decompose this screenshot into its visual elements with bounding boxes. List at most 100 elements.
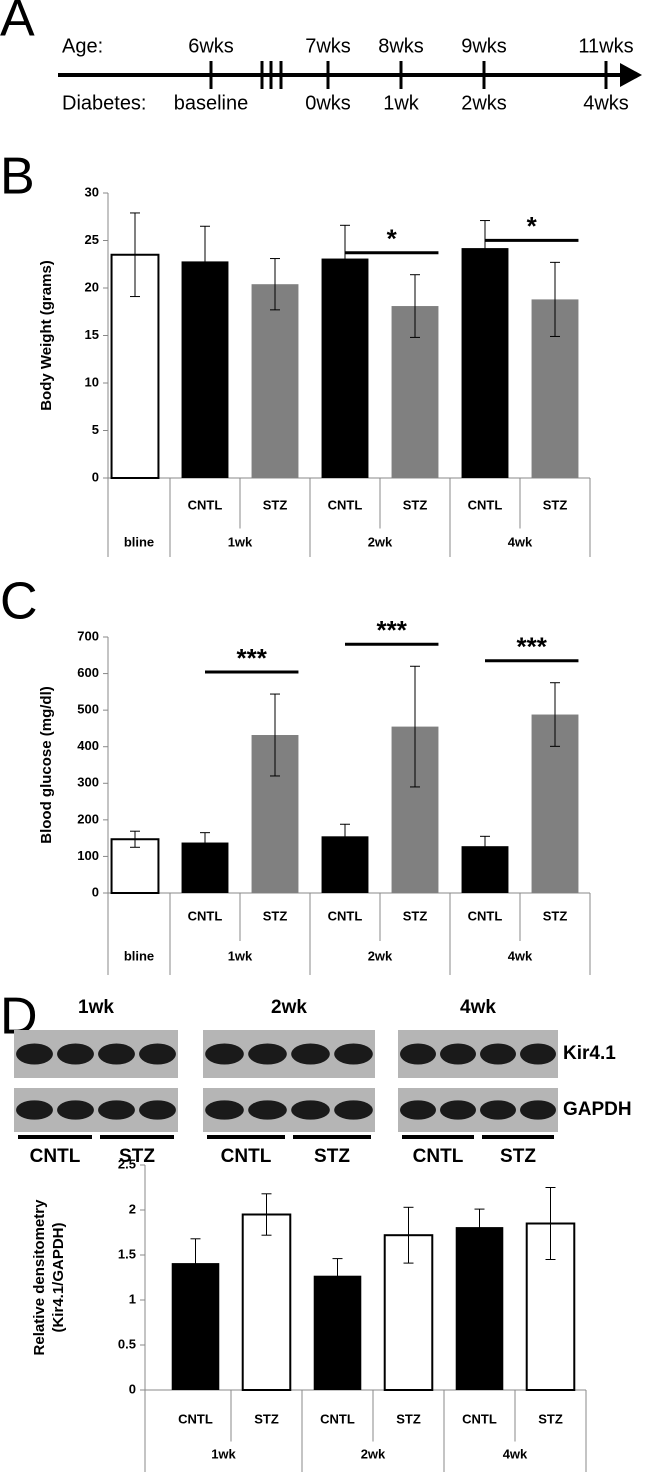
- blot-band: [139, 1043, 176, 1065]
- blot-header: 4wk: [460, 997, 496, 1018]
- blot-band: [16, 1043, 53, 1065]
- y-tick-label: 2.5: [118, 1156, 136, 1171]
- x-tick-label: CNTL: [468, 497, 503, 512]
- x-tick-label: STZ: [254, 1411, 279, 1426]
- y-tick-label: 0.5: [118, 1336, 136, 1351]
- y-axis-title: (Kir4.1/GAPDH): [50, 1222, 67, 1332]
- y-tick-label: 15: [85, 327, 99, 342]
- blot-band: [291, 1043, 330, 1065]
- blot-band: [248, 1043, 287, 1065]
- x-tick-label: STZ: [538, 1411, 563, 1426]
- age-value: 8wks: [378, 35, 424, 57]
- blot-band: [440, 1100, 476, 1120]
- x-tick-label: STZ: [543, 497, 568, 512]
- y-tick-label: 0: [92, 884, 99, 899]
- y-tick-label: 10: [85, 374, 99, 389]
- bar: [461, 248, 509, 478]
- diabetes-value: 0wks: [305, 92, 351, 114]
- panel-label: A: [0, 0, 35, 48]
- diabetes-value: 4wks: [583, 92, 629, 114]
- blot-band: [98, 1043, 135, 1065]
- x-tick-label: STZ: [543, 908, 568, 923]
- bar: [313, 1275, 362, 1390]
- x-tick-label: STZ: [403, 497, 428, 512]
- blot-band: [98, 1100, 135, 1120]
- y-tick-label: 0: [92, 469, 99, 484]
- x-tick-label: STZ: [403, 908, 428, 923]
- y-tick-label: 500: [77, 702, 99, 717]
- group-label: 2wk: [361, 1446, 386, 1461]
- y-axis-title: Relative densitometry: [31, 1199, 48, 1356]
- blot-band: [334, 1043, 373, 1065]
- significance-label: ***: [237, 643, 268, 673]
- condition-label: CNTL: [221, 1146, 272, 1167]
- blot-band: [139, 1100, 176, 1120]
- blot-band: [480, 1100, 516, 1120]
- age-value: 7wks: [305, 35, 351, 57]
- group-label: 1wk: [228, 534, 253, 549]
- x-tick-label: CNTL: [462, 1411, 497, 1426]
- blot-band: [520, 1100, 556, 1120]
- diabetes-value: 2wks: [461, 92, 507, 114]
- significance-label: ***: [517, 632, 548, 662]
- y-tick-label: 100: [77, 848, 99, 863]
- y-tick-label: 200: [77, 811, 99, 826]
- significance-label: ***: [377, 615, 408, 645]
- bar: [251, 284, 299, 478]
- panel-label: B: [0, 148, 35, 206]
- y-tick-label: 0: [129, 1381, 136, 1396]
- blot-band: [205, 1100, 244, 1120]
- group-label: 4wk: [508, 534, 533, 549]
- blot-header: 2wk: [271, 997, 307, 1018]
- blot-band: [16, 1100, 53, 1120]
- diabetes-label: Diabetes:: [62, 92, 147, 114]
- x-tick-label: CNTL: [468, 908, 503, 923]
- y-axis-title: Body Weight (grams): [38, 260, 55, 411]
- y-tick-label: 2: [129, 1201, 136, 1216]
- x-tick-label: CNTL: [328, 497, 363, 512]
- y-tick-label: 700: [77, 628, 99, 643]
- x-tick-label: CNTL: [320, 1411, 355, 1426]
- blot-band: [205, 1043, 244, 1065]
- condition-label: CNTL: [30, 1146, 81, 1167]
- x-tick-label: CNTL: [178, 1411, 213, 1426]
- blot-header: 1wk: [78, 997, 114, 1018]
- condition-label: STZ: [314, 1146, 350, 1167]
- group-label: bline: [124, 534, 154, 549]
- x-tick-label: STZ: [263, 908, 288, 923]
- significance-label: *: [387, 224, 398, 254]
- y-tick-label: 20: [85, 279, 99, 294]
- group-label: 2wk: [368, 534, 393, 549]
- blot-band: [400, 1100, 436, 1120]
- timeline-arrow: [620, 63, 642, 87]
- y-axis-title: Blood glucose (mg/dl): [38, 686, 55, 844]
- bar: [455, 1227, 504, 1390]
- y-tick-label: 300: [77, 775, 99, 790]
- panel-label: C: [0, 573, 38, 631]
- age-label: Age:: [62, 35, 103, 57]
- x-tick-label: CNTL: [188, 497, 223, 512]
- y-tick-label: 25: [85, 232, 99, 247]
- condition-label: CNTL: [413, 1146, 464, 1167]
- group-label: 1wk: [211, 1446, 236, 1461]
- age-value: 6wks: [188, 35, 234, 57]
- x-tick-label: STZ: [263, 497, 288, 512]
- bar: [241, 1213, 292, 1391]
- y-tick-label: 600: [77, 665, 99, 680]
- y-tick-label: 1.5: [118, 1246, 136, 1261]
- y-tick-label: 1: [129, 1291, 136, 1306]
- y-tick-label: 400: [77, 738, 99, 753]
- diabetes-value: baseline: [174, 92, 249, 114]
- blot-band: [248, 1100, 287, 1120]
- group-label: 4wk: [508, 948, 533, 963]
- blot-band: [334, 1100, 373, 1120]
- group-label: bline: [124, 948, 154, 963]
- x-tick-label: STZ: [396, 1411, 421, 1426]
- blot-band: [440, 1043, 476, 1065]
- group-label: 1wk: [228, 948, 253, 963]
- blot-row-label: Kir4.1: [563, 1043, 616, 1064]
- blot-band: [291, 1100, 330, 1120]
- blot-band: [400, 1043, 436, 1065]
- diabetes-value: 1wk: [383, 92, 420, 114]
